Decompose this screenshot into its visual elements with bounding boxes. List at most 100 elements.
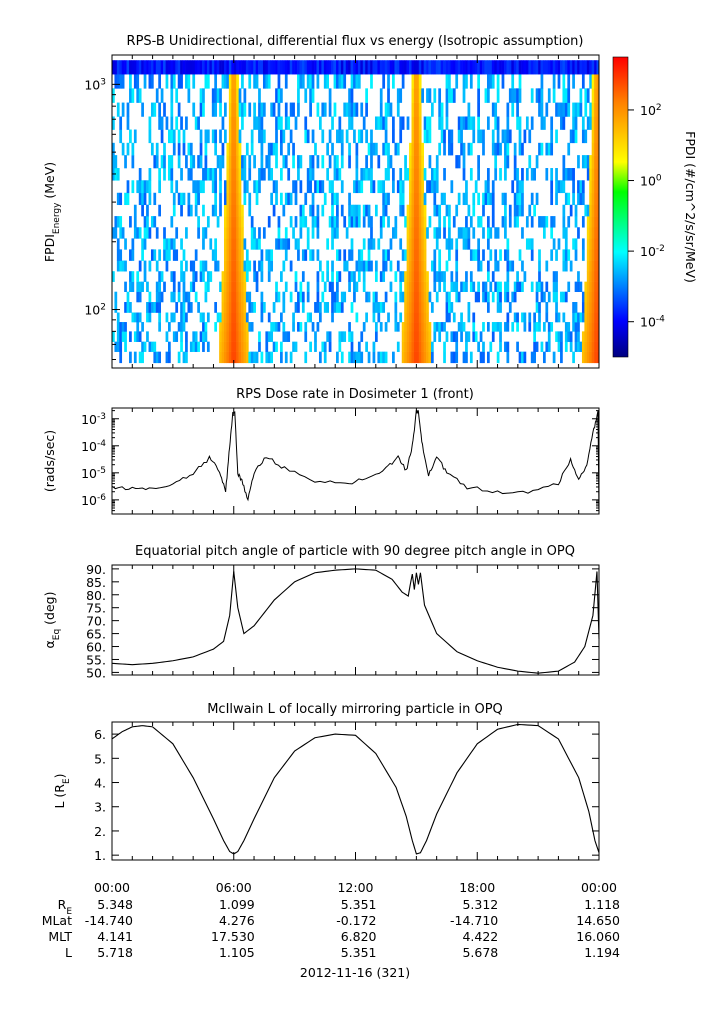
spectrogram-cell [582, 238, 585, 249]
spectrogram-cell [229, 180, 232, 193]
dose-rate-ytick-label: 10-4 [81, 439, 106, 454]
spectrogram-cell [312, 74, 315, 89]
spectrogram-cell [506, 103, 509, 117]
spectrogram-cell [584, 88, 587, 103]
spectrogram-cell [570, 205, 573, 217]
spectrogram-cell [200, 143, 203, 156]
spectrogram-cell [197, 216, 200, 227]
spectrogram-cell [562, 116, 565, 129]
spectrogram-cell [426, 130, 429, 144]
spectrogram-cell [407, 60, 410, 74]
spectrogram-cell [455, 74, 458, 89]
spectrogram-cell [414, 143, 417, 156]
spectrogram-cell [180, 271, 183, 282]
spectrogram-cell [584, 331, 587, 342]
spectrogram-cell [282, 60, 285, 74]
spectrogram-cell [229, 292, 232, 303]
spectrogram-cell [139, 227, 142, 238]
spectrogram-cell [183, 143, 186, 156]
spectrogram-cell [414, 180, 417, 193]
spectrogram-cell [251, 322, 254, 332]
mcilwain-l-ytick-label: 3. [94, 800, 106, 815]
spectrogram-cell [577, 322, 580, 332]
spectrogram-cell [465, 180, 468, 193]
spectrogram-cell [141, 180, 144, 193]
spectrogram-cell [375, 143, 378, 156]
spectrogram-cell [273, 302, 276, 313]
spectrogram-cell [236, 342, 239, 352]
spectrogram-cell [409, 168, 412, 181]
spectrogram-cell [261, 130, 264, 144]
spectrogram-cell [572, 103, 575, 117]
spectrogram-cell [295, 60, 298, 74]
spectrogram-cell [187, 60, 190, 74]
spectrogram-cell [234, 130, 237, 144]
spectrogram-cell [185, 116, 188, 129]
spectrogram-cell [207, 168, 210, 181]
spectrogram-cell [231, 313, 234, 323]
spectrogram-cell [521, 261, 524, 272]
spectrogram-cell [570, 261, 573, 272]
spectrogram-cell [545, 216, 548, 227]
spectrogram-cell [214, 143, 217, 156]
spectrogram-cell [419, 74, 422, 89]
spectrogram-cell [409, 322, 412, 332]
spectrogram-cell [526, 216, 529, 227]
spectrogram-cell [414, 292, 417, 303]
spectrogram-cell [382, 261, 385, 272]
spectrogram-cell [309, 103, 312, 117]
spectrogram-cell [448, 88, 451, 103]
spectrogram-cell [275, 60, 278, 74]
spectrogram-cell [412, 193, 415, 205]
spectrogram-cell [214, 168, 217, 181]
spectrogram-cell [129, 60, 132, 74]
spectrogram-cell [594, 313, 597, 323]
spectrogram-cell [499, 342, 502, 352]
spectrogram-cell [421, 216, 424, 227]
spectrogram-cell [365, 313, 368, 323]
spectrogram-cell [399, 292, 402, 303]
spectrogram-cell [562, 313, 565, 323]
spectrogram-cell [231, 205, 234, 217]
spectrogram-cell [504, 168, 507, 181]
spectrogram-cell [373, 313, 376, 323]
spectrogram-cell [246, 143, 249, 156]
spectrogram-cell [321, 205, 324, 217]
spectrogram-cell [455, 282, 458, 292]
spectrogram-cell [253, 180, 256, 193]
spectrogram-cell [251, 60, 254, 74]
spectrogram-cell [589, 302, 592, 313]
spectrogram-cell [226, 342, 229, 352]
spectrogram-cell [146, 302, 149, 313]
spectrogram-cell [553, 60, 556, 74]
spectrogram-cell [497, 116, 500, 129]
spectrogram-cell [453, 88, 456, 103]
spectrogram-cell [219, 322, 222, 332]
spectrogram-cell [248, 193, 251, 205]
spectrogram-cell [314, 331, 317, 342]
spectrogram-cell [317, 227, 320, 238]
spectrogram-cell [265, 352, 268, 363]
spectrogram-cell [183, 130, 186, 144]
spectrogram-cell [455, 352, 458, 363]
spectrogram-cell [494, 168, 497, 181]
spectrogram-cell [450, 180, 453, 193]
spectrogram-cell [553, 282, 556, 292]
spectrogram-cell [487, 180, 490, 193]
spectrogram-cell [183, 271, 186, 282]
spectrogram-cell [377, 180, 380, 193]
spectrogram-cell [377, 155, 380, 168]
spectrogram-cell [319, 60, 322, 74]
spectrogram-cell [592, 322, 595, 332]
spectrogram-cell [553, 292, 556, 303]
spectrogram-cell [158, 168, 161, 181]
spectrogram-cell [197, 180, 200, 193]
spectrogram-cell [584, 155, 587, 168]
spectrogram-cell [407, 342, 410, 352]
spectrogram-cell [163, 238, 166, 249]
spectrogram-cell [173, 292, 176, 303]
spectrogram-cell [336, 271, 339, 282]
spectrogram-cell [268, 216, 271, 227]
spectrogram-cell [275, 143, 278, 156]
spectrogram-cell [592, 352, 595, 363]
